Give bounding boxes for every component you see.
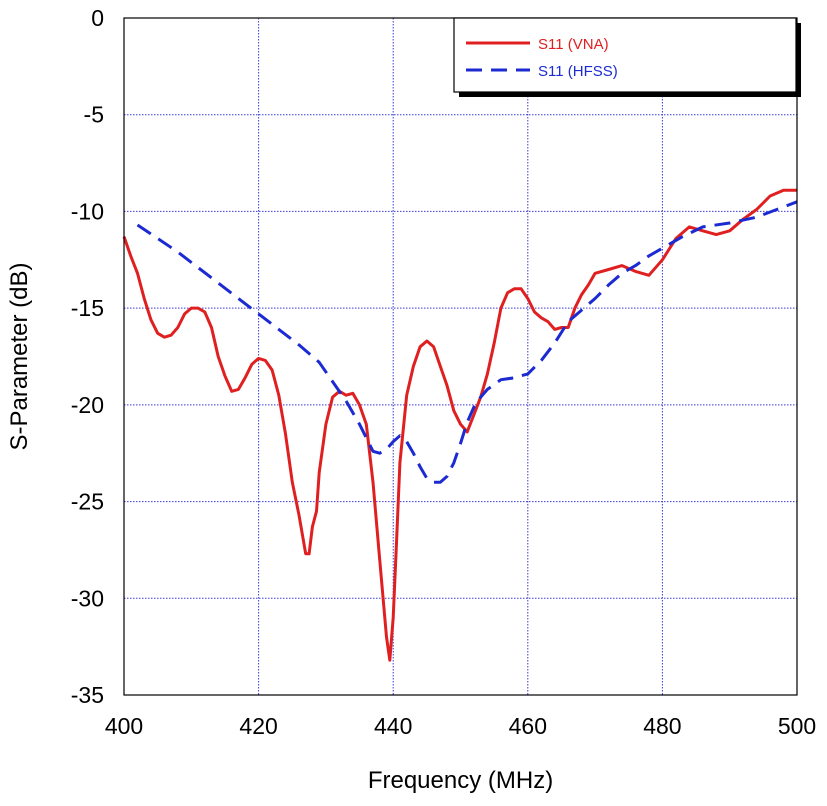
y-tick-label: -30: [71, 585, 104, 611]
y-tick-label: -25: [71, 489, 104, 515]
x-tick-label: 500: [778, 713, 816, 739]
x-tick-label: 440: [374, 713, 412, 739]
y-tick-label: -15: [71, 295, 104, 321]
grid: [124, 18, 797, 695]
legend-box: [453, 17, 797, 93]
y-tick-label: 0: [91, 5, 104, 31]
x-tick-label: 460: [509, 713, 547, 739]
y-tick-label: -20: [71, 392, 104, 418]
y-tick-label: -10: [71, 198, 104, 224]
plot-frame: [123, 17, 798, 696]
series-line-0: [122, 188, 797, 662]
x-tick-label: 400: [105, 713, 143, 739]
series-line-1: [136, 200, 798, 484]
x-tick-label: 480: [643, 713, 681, 739]
legend: S11 (VNA) S11 (HFSS): [453, 17, 801, 97]
x-tick-label: 420: [239, 713, 277, 739]
y-tick-label: -35: [71, 682, 104, 708]
y-axis-title: S-Parameter (dB): [6, 262, 33, 450]
y-tick-label: -5: [84, 102, 104, 128]
legend-label-vna: S11 (VNA): [538, 36, 609, 53]
legend-label-hfss: S11 (HFSS): [538, 63, 618, 80]
series-layer: [122, 188, 798, 662]
ticks: 400 420 440 460 480 500 0 -5 -10 -15 -20 -25 -30 -35: [71, 5, 816, 739]
x-axis-title: Frequency (MHz): [368, 767, 553, 794]
